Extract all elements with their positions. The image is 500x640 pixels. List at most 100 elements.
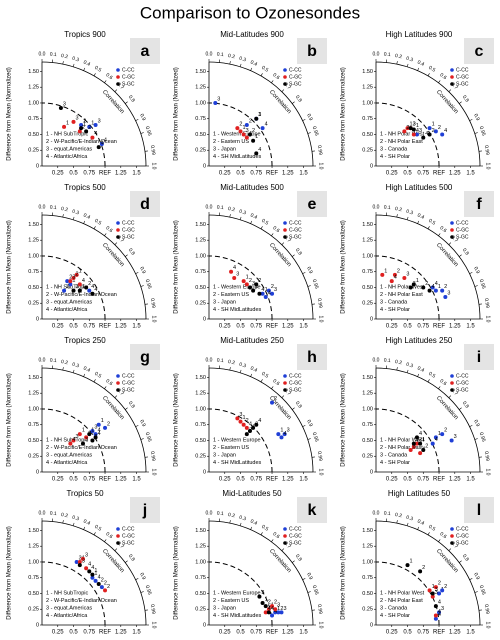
y-tick-label: 1.50: [28, 375, 39, 381]
corr-tick-label: 0.99: [483, 604, 490, 615]
corr-tick: [302, 425, 306, 427]
data-point: [414, 441, 419, 446]
corr-tick: [474, 438, 478, 440]
y-tick-label: 1.00: [195, 406, 206, 412]
region-label: 1 - NH Polar West: [380, 437, 425, 443]
corr-tick: [72, 369, 75, 373]
point-label: 3: [435, 587, 438, 593]
y-tick-label: 0.50: [362, 438, 373, 444]
corr-tick-label: 0.2: [227, 53, 235, 60]
corr-tick: [229, 61, 231, 65]
point-label: 1: [91, 428, 94, 434]
y-tick-label: 0.25: [362, 148, 373, 154]
taylor-panel: High Latitudes 900 c 0 0.25 0.50 0.75 1.00 1.25…: [341, 30, 494, 177]
data-point: [254, 116, 259, 121]
corr-tick: [250, 373, 253, 377]
point-label: 4: [438, 600, 441, 606]
legend-label: C-GC: [456, 380, 469, 386]
point-label: 1: [246, 275, 249, 281]
legend-label: S-GC: [122, 81, 135, 87]
data-point: [77, 563, 82, 568]
point-label: 4: [98, 574, 101, 580]
corr-tick-label: 0.7: [283, 82, 292, 91]
data-point: [443, 294, 448, 299]
corr-tick-label: 0.95: [144, 126, 153, 137]
legend-label: S-GC: [122, 387, 135, 393]
corr-tick-label: 0.7: [283, 388, 292, 397]
corr-tick: [474, 285, 478, 287]
point-label: 2: [422, 565, 425, 571]
corr-tick: [260, 226, 263, 230]
corr-axis-label: Correlation: [268, 548, 292, 574]
data-point: [433, 129, 438, 134]
corr-tick: [302, 578, 306, 580]
letter-box: [464, 497, 494, 523]
legend-label: C-CC: [289, 67, 302, 73]
corr-axis-label: Correlation: [101, 548, 125, 574]
x-tick-label: 0.5: [236, 324, 245, 330]
corr-tick: [292, 254, 295, 257]
outer-arc: [41, 61, 147, 167]
corr-tick-label: 0.9: [305, 419, 314, 428]
corr-tick-label: 0.0: [39, 51, 46, 57]
corr-tick-label: 0.99: [149, 145, 156, 156]
y-tick-label: 0: [36, 163, 39, 169]
y-tick-label: 0.25: [28, 148, 39, 154]
data-point: [77, 288, 82, 293]
corr-axis-label: Correlation: [268, 89, 292, 115]
y-tick-label: 0: [36, 622, 39, 628]
corr-tick-label: 0.5: [260, 65, 269, 74]
point-label: 1: [422, 437, 425, 443]
corr-tick-label: 0.3: [71, 209, 80, 217]
corr-tick-label: 0.9: [305, 572, 314, 581]
corr-tick: [417, 220, 420, 224]
point-label: 4: [258, 147, 261, 153]
y-axis-label: Difference from Mean (Normalized): [341, 67, 347, 161]
corr-tick-label: 0.2: [394, 512, 402, 519]
legend-swatch: [283, 388, 287, 392]
taylor-panel: High Latitudes 250 i 0 0.25 0.50 0.75 1.00 1.25…: [341, 336, 494, 483]
corr-tick-label: 0.95: [311, 126, 320, 137]
x-tick-label: 0.5: [69, 630, 78, 636]
point-label: 3: [239, 412, 242, 418]
data-point: [440, 132, 445, 137]
region-label: 3 - equat.Americas: [46, 299, 92, 305]
corr-tick: [239, 369, 242, 373]
data-point: [71, 276, 76, 281]
y-tick-label: 0: [36, 316, 39, 322]
corr-tick: [417, 526, 420, 530]
point-label: 3: [413, 443, 416, 449]
data-point: [96, 582, 101, 587]
point-label: 1: [432, 584, 435, 590]
point-label: 3: [76, 115, 79, 121]
corr-tick: [250, 67, 253, 71]
corr-tick-label: 0.99: [149, 451, 156, 462]
corr-tick-label: 0.1: [49, 205, 57, 212]
point-label: 4: [283, 431, 286, 437]
corr-tick-label: 0.95: [311, 585, 320, 596]
y-tick-label: 1.00: [195, 559, 206, 565]
data-point: [449, 438, 454, 443]
corr-axis-label: Correlation: [101, 242, 125, 268]
region-label: 3 - Canada: [380, 299, 408, 305]
y-tick-label: 1.25: [362, 85, 373, 91]
corr-tick-label: 0.7: [283, 541, 292, 550]
corr-tick: [93, 226, 96, 230]
corr-tick: [307, 591, 311, 593]
point-label: 4: [104, 137, 107, 143]
data-point: [58, 106, 63, 111]
corr-tick-label: 0.9: [138, 266, 147, 275]
corr-tick-label: 0.5: [427, 524, 436, 533]
corr-tick-label: 0.6: [438, 531, 447, 540]
corr-tick: [406, 522, 409, 526]
panel-title: Tropics 500: [64, 183, 106, 192]
y-tick-label: 1.00: [195, 100, 206, 106]
corr-tick: [271, 539, 274, 542]
corr-tick-label: 0.95: [478, 279, 487, 290]
point-label: 2: [438, 125, 441, 131]
point-label: 3: [85, 437, 88, 443]
ref-arc: [375, 408, 440, 473]
corr-tick-label: 0.9: [138, 113, 147, 122]
corr-tick: [307, 132, 311, 134]
data-point: [270, 291, 275, 296]
